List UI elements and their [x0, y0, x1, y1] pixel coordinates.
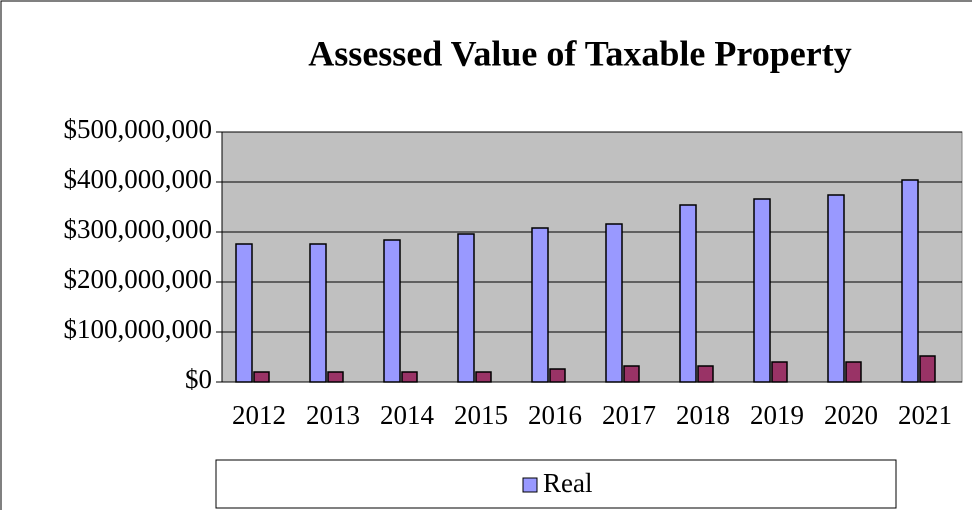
x-tick-label: 2017 — [602, 400, 656, 430]
bar — [383, 239, 401, 383]
x-tick-label: 2021 — [898, 400, 952, 430]
y-tick-label: $500,000,000 — [64, 114, 213, 144]
bar — [475, 371, 492, 383]
x-tick-label: 2018 — [676, 400, 730, 430]
bar — [401, 371, 418, 383]
bar — [309, 243, 327, 383]
x-tick-label: 2016 — [528, 400, 582, 430]
x-tick-label: 2019 — [750, 400, 804, 430]
legend-label: Real — [543, 468, 592, 498]
bar — [531, 227, 549, 383]
x-tick-label: 2014 — [380, 400, 435, 430]
bar — [771, 361, 788, 383]
y-tick-label: $300,000,000 — [64, 214, 213, 244]
y-tick-label: $200,000,000 — [64, 264, 213, 294]
bar — [845, 361, 862, 383]
bar — [623, 365, 640, 383]
bar — [679, 204, 697, 383]
bar — [253, 371, 270, 383]
legend-swatch — [522, 477, 538, 493]
x-tick-label: 2020 — [824, 400, 878, 430]
x-tick-label: 2013 — [306, 400, 360, 430]
y-tick-label: $400,000,000 — [64, 164, 213, 194]
bar — [827, 194, 845, 383]
bar — [901, 179, 919, 383]
bar — [697, 365, 714, 383]
bar — [457, 233, 475, 383]
bar — [235, 243, 253, 383]
x-tick-label: 2015 — [454, 400, 508, 430]
bar — [605, 223, 623, 383]
x-tick-label: 2012 — [232, 400, 286, 430]
y-tick-label: $100,000,000 — [64, 314, 213, 344]
bar — [753, 198, 771, 383]
plot-area — [221, 131, 963, 383]
bar — [327, 371, 344, 383]
bar — [919, 355, 936, 383]
legend-box — [215, 459, 897, 509]
chart-title: Assessed Value of Taxable Property — [308, 33, 851, 73]
bar — [549, 368, 566, 383]
y-tick-label: $0 — [185, 364, 212, 394]
